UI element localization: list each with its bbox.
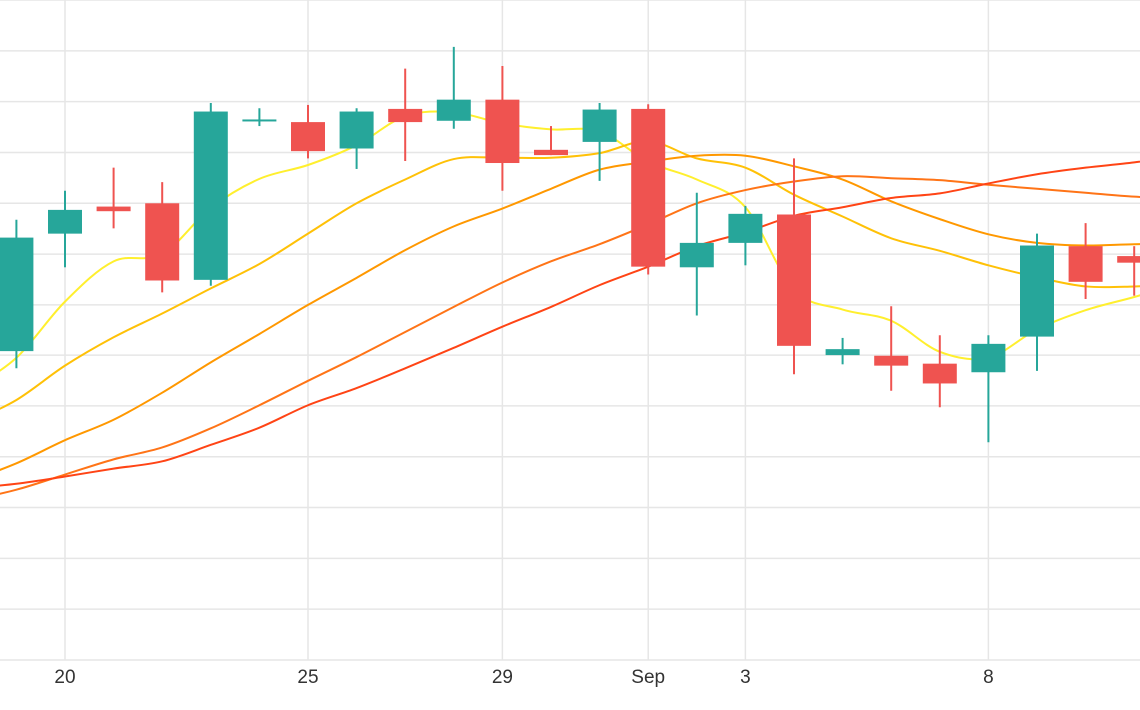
candle-down <box>1068 223 1103 299</box>
candle-up <box>193 102 228 286</box>
x-tick-label: 29 <box>492 667 513 688</box>
candle-down <box>631 104 666 275</box>
candle-up <box>679 192 714 316</box>
candle-body <box>971 343 1006 373</box>
candles <box>0 46 1140 443</box>
x-tick-label: 25 <box>297 667 318 688</box>
candle-body <box>291 122 325 152</box>
candle-body <box>96 206 131 212</box>
candle-body <box>485 99 520 164</box>
candle-body <box>0 237 34 352</box>
candle-up <box>436 46 471 129</box>
candle-body <box>388 108 423 123</box>
candle-down <box>145 182 180 293</box>
candle-body <box>145 203 180 281</box>
candle-body <box>825 349 860 356</box>
candle-down <box>388 68 423 162</box>
candle-down <box>485 66 520 191</box>
candle-body <box>193 111 228 280</box>
candle-up <box>48 190 82 268</box>
horizontal-gridlines <box>0 0 1140 661</box>
candle-up <box>339 108 374 169</box>
candle-body <box>48 209 82 234</box>
x-tick-label: 8 <box>983 667 994 688</box>
candle-down <box>1117 246 1140 296</box>
moving-average-line <box>0 153 1140 471</box>
candle-down <box>291 104 325 159</box>
candle-body <box>582 109 617 142</box>
moving-average-line <box>0 140 1140 410</box>
candle-up <box>0 219 34 369</box>
candle-body <box>436 99 471 121</box>
x-tick-label: 20 <box>54 667 75 688</box>
candle-up <box>971 335 1006 443</box>
candle-up <box>728 205 763 266</box>
candle-body <box>1068 246 1103 282</box>
candle-down <box>534 126 568 156</box>
candle-body <box>777 214 811 346</box>
x-tick-label: Sep <box>631 667 665 688</box>
moving-average-lines <box>0 110 1140 495</box>
candle-up <box>1020 233 1054 371</box>
candle-body <box>679 242 714 268</box>
candle-down <box>922 335 957 408</box>
candle-body <box>874 355 909 366</box>
candle-up <box>242 108 277 127</box>
candle-body <box>534 149 568 156</box>
candle-body <box>339 111 374 149</box>
candle-up <box>582 102 617 181</box>
x-tick-label: 3 <box>740 667 751 688</box>
candle-body <box>1117 256 1140 263</box>
moving-average-line <box>0 160 1140 487</box>
vertical-gridlines <box>64 0 990 660</box>
x-axis-tick-labels: 202529Sep3812 <box>54 667 994 688</box>
candle-up <box>825 337 860 365</box>
candle-body <box>1020 245 1054 337</box>
candle-body <box>631 108 666 267</box>
candle-body <box>242 119 277 122</box>
candle-body <box>922 363 957 384</box>
candle-down <box>96 167 131 229</box>
candle-body <box>728 213 763 243</box>
candle-down <box>777 158 811 375</box>
candle-down <box>874 306 909 391</box>
